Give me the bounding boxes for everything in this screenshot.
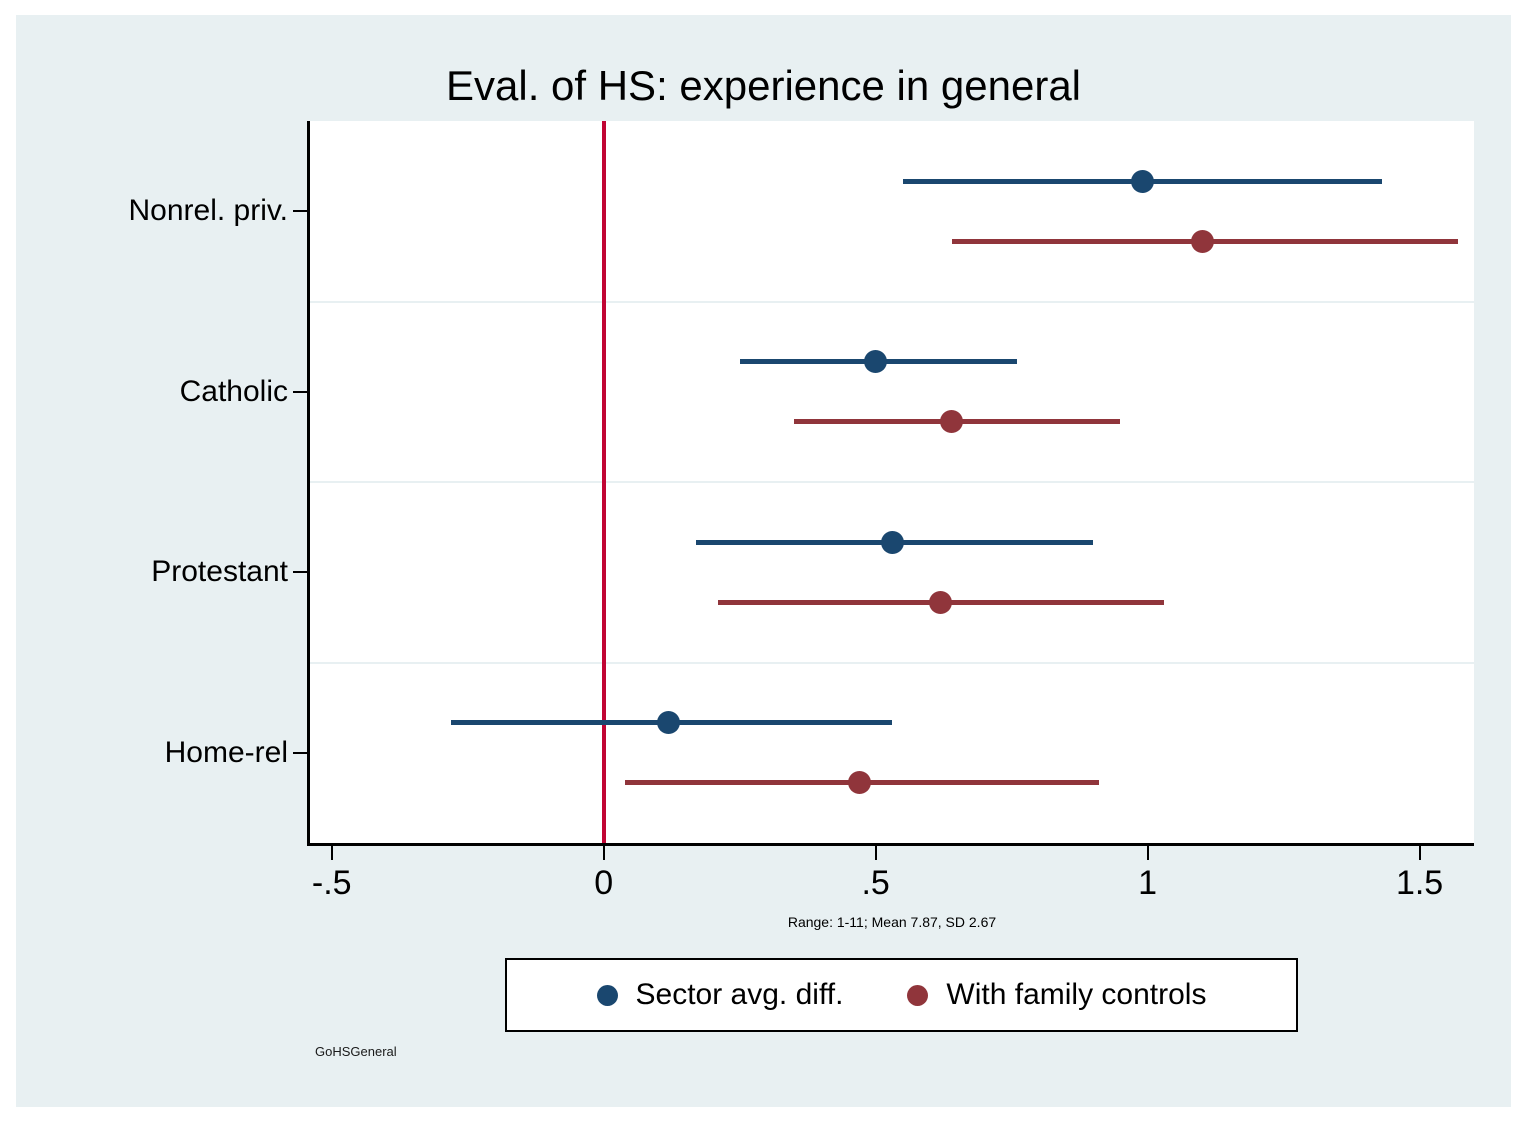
point-estimate-marker: [940, 410, 964, 434]
x-axis-tick: [874, 846, 877, 860]
point-estimate-marker: [847, 771, 871, 795]
point-estimate-marker: [1130, 169, 1154, 193]
gridline: [310, 661, 1474, 664]
legend-item-family-controls: With family controls: [907, 978, 1206, 1012]
y-axis-line: [307, 121, 310, 846]
gridline: [310, 481, 1474, 483]
legend-item-sector-avg: Sector avg. diff.: [596, 978, 844, 1012]
y-axis-label: Home-rel: [164, 735, 288, 769]
x-axis-tick: [330, 846, 333, 860]
x-axis-tick: [1146, 846, 1149, 860]
y-axis-label: Protestant: [151, 555, 288, 589]
point-estimate-marker: [1190, 229, 1214, 253]
point-estimate-marker: [929, 590, 953, 614]
legend-marker-navy-dot-icon: [596, 984, 618, 1006]
x-axis-tick-label: 1: [1138, 864, 1158, 902]
legend-label: Sector avg. diff.: [635, 978, 844, 1011]
x-axis-tick-label: -.5: [311, 864, 352, 902]
y-axis-tick: [293, 751, 307, 754]
point-estimate-marker: [657, 711, 681, 735]
watermark-text: GoHSGeneral: [315, 1044, 397, 1059]
x-axis-tick-label: .5: [861, 864, 890, 902]
x-axis-tick: [602, 846, 605, 860]
legend-label: With family controls: [946, 978, 1207, 1011]
y-axis-tick: [293, 390, 307, 393]
legend-marker-maroon-dot-icon: [907, 984, 929, 1006]
point-estimate-marker: [880, 530, 904, 554]
x-axis-tick: [1418, 846, 1421, 860]
y-axis-label: Catholic: [179, 374, 288, 408]
y-axis-tick: [293, 571, 307, 574]
zero-reference-line: [601, 121, 606, 843]
x-axis-tick-label: 1.5: [1395, 864, 1444, 902]
chart-title: Eval. of HS: experience in general: [445, 62, 1082, 109]
y-axis-tick: [293, 210, 307, 213]
legend: Sector avg. diff. With family controls: [505, 958, 1298, 1032]
y-axis-label: Nonrel. priv.: [128, 194, 289, 228]
x-axis-line: [307, 843, 1474, 846]
point-estimate-marker: [864, 350, 888, 374]
axis-note: Range: 1-11; Mean 7.87, SD 2.67: [787, 914, 997, 930]
x-axis-tick-label: 0: [594, 864, 614, 902]
gridline: [310, 300, 1474, 303]
